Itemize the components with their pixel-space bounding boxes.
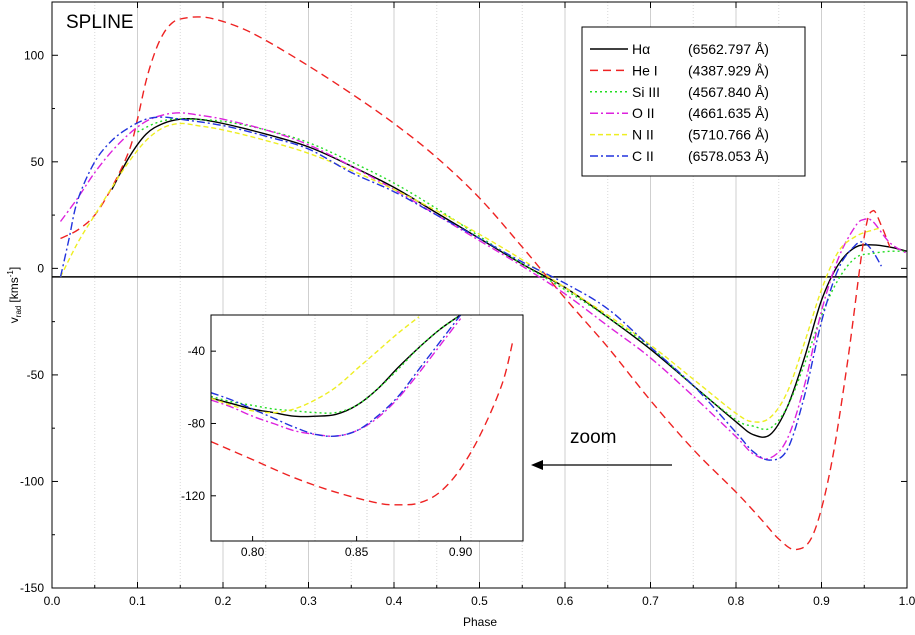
x-axis-label: Phase xyxy=(463,615,497,629)
x-tick-label: 0.4 xyxy=(386,594,403,608)
y-axis-label-unit-close: ] xyxy=(7,267,21,270)
x-tick-label: 0.1 xyxy=(129,594,146,608)
x-tick-label: 0.5 xyxy=(471,594,488,608)
x-tick-label: 0.7 xyxy=(642,594,659,608)
x-tick-label: 0.8 xyxy=(728,594,745,608)
inset-y-tick-label: -80 xyxy=(188,416,206,430)
x-tick-label: 1.0 xyxy=(899,594,915,608)
inset-series-line-he-i xyxy=(211,341,514,506)
inset-series-line-si-iii xyxy=(211,315,461,414)
y-tick-label: 50 xyxy=(31,155,45,169)
series-line-he-i xyxy=(60,16,891,551)
y-tick-label: 100 xyxy=(24,48,44,62)
chart-title: SPLINE xyxy=(66,12,134,33)
y-axis-label: vrad [kms-1] xyxy=(6,267,23,323)
inset-frame xyxy=(210,314,524,542)
x-tick-label: 0.2 xyxy=(215,594,232,608)
x-tick-label: 0.6 xyxy=(557,594,574,608)
inset-y-tick-label: -40 xyxy=(188,344,206,358)
legend-box xyxy=(581,26,806,177)
legend-label: C II xyxy=(632,148,654,164)
y-tick-label: -150 xyxy=(20,581,44,595)
legend-label: Hα xyxy=(632,41,650,57)
y-axis-label-unit-sup: -1 xyxy=(6,270,15,278)
legend-label: O II xyxy=(632,105,655,121)
legend-wavelength: (4567.840 Å) xyxy=(688,84,769,100)
inset-axes: 0.80 0.85 0.90 -40 -80 -120 xyxy=(181,344,473,559)
x-tick-label: 0.0 xyxy=(44,594,61,608)
x-tick-label: 0.9 xyxy=(813,594,830,608)
zoom-arrow xyxy=(531,460,672,470)
inset-background xyxy=(211,315,523,541)
inset-series-line-n-ii xyxy=(211,316,420,414)
y-axis-label-sub: rad xyxy=(14,306,23,318)
y-tick-label: -50 xyxy=(27,368,45,382)
inset-series-line-c-ii xyxy=(211,315,462,437)
x-tick-label: 0.3 xyxy=(300,594,317,608)
legend-wavelength: (6578.053 Å) xyxy=(688,148,769,164)
y-tick-label: 0 xyxy=(37,261,44,275)
main-series-group xyxy=(59,16,908,551)
legend-wavelength: (4387.929 Å) xyxy=(688,62,769,78)
inset-y-tick-label: -120 xyxy=(181,489,205,503)
inset-x-tick-label: 0.85 xyxy=(345,545,369,559)
series-line-n-ii xyxy=(59,122,882,423)
zoom-inset: 0.80 0.85 0.90 -40 -80 -120 xyxy=(181,314,524,559)
legend: Hα (6562.797 Å) He I (4387.929 Å) Si III (456… xyxy=(581,26,806,177)
zoom-annotation: zoom xyxy=(570,427,616,448)
series-line-c-ii xyxy=(59,116,883,461)
legend-wavelength: (6562.797 Å) xyxy=(688,41,769,57)
legend-wavelength: (5710.766 Å) xyxy=(688,127,769,143)
main-axes: 0.0 0.1 0.2 0.3 0.4 0.5 0.6 0.7 0.8 0.9 1.0 100 50 0 -… xyxy=(20,1,915,608)
legend-label: N II xyxy=(632,127,654,143)
legend-items: Hα (6562.797 Å) He I (4387.929 Å) Si III (456… xyxy=(590,41,769,164)
series-line-o-ii xyxy=(59,112,908,460)
legend-wavelength: (4661.635 Å) xyxy=(688,105,769,121)
y-tick-label: -100 xyxy=(20,474,44,488)
svg-text:vrad[kms-1]: vrad [kms-1] xyxy=(6,267,23,323)
inset-series-group xyxy=(211,315,514,506)
y-axis-label-unit: [kms xyxy=(7,277,21,302)
legend-label: Si III xyxy=(632,84,660,100)
legend-label: He I xyxy=(632,62,658,78)
y-axis-label-main: v xyxy=(7,317,21,323)
inset-x-tick-label: 0.90 xyxy=(449,545,473,559)
series-line-si-iii xyxy=(137,118,908,431)
inset-x-tick-label: 0.80 xyxy=(241,545,265,559)
